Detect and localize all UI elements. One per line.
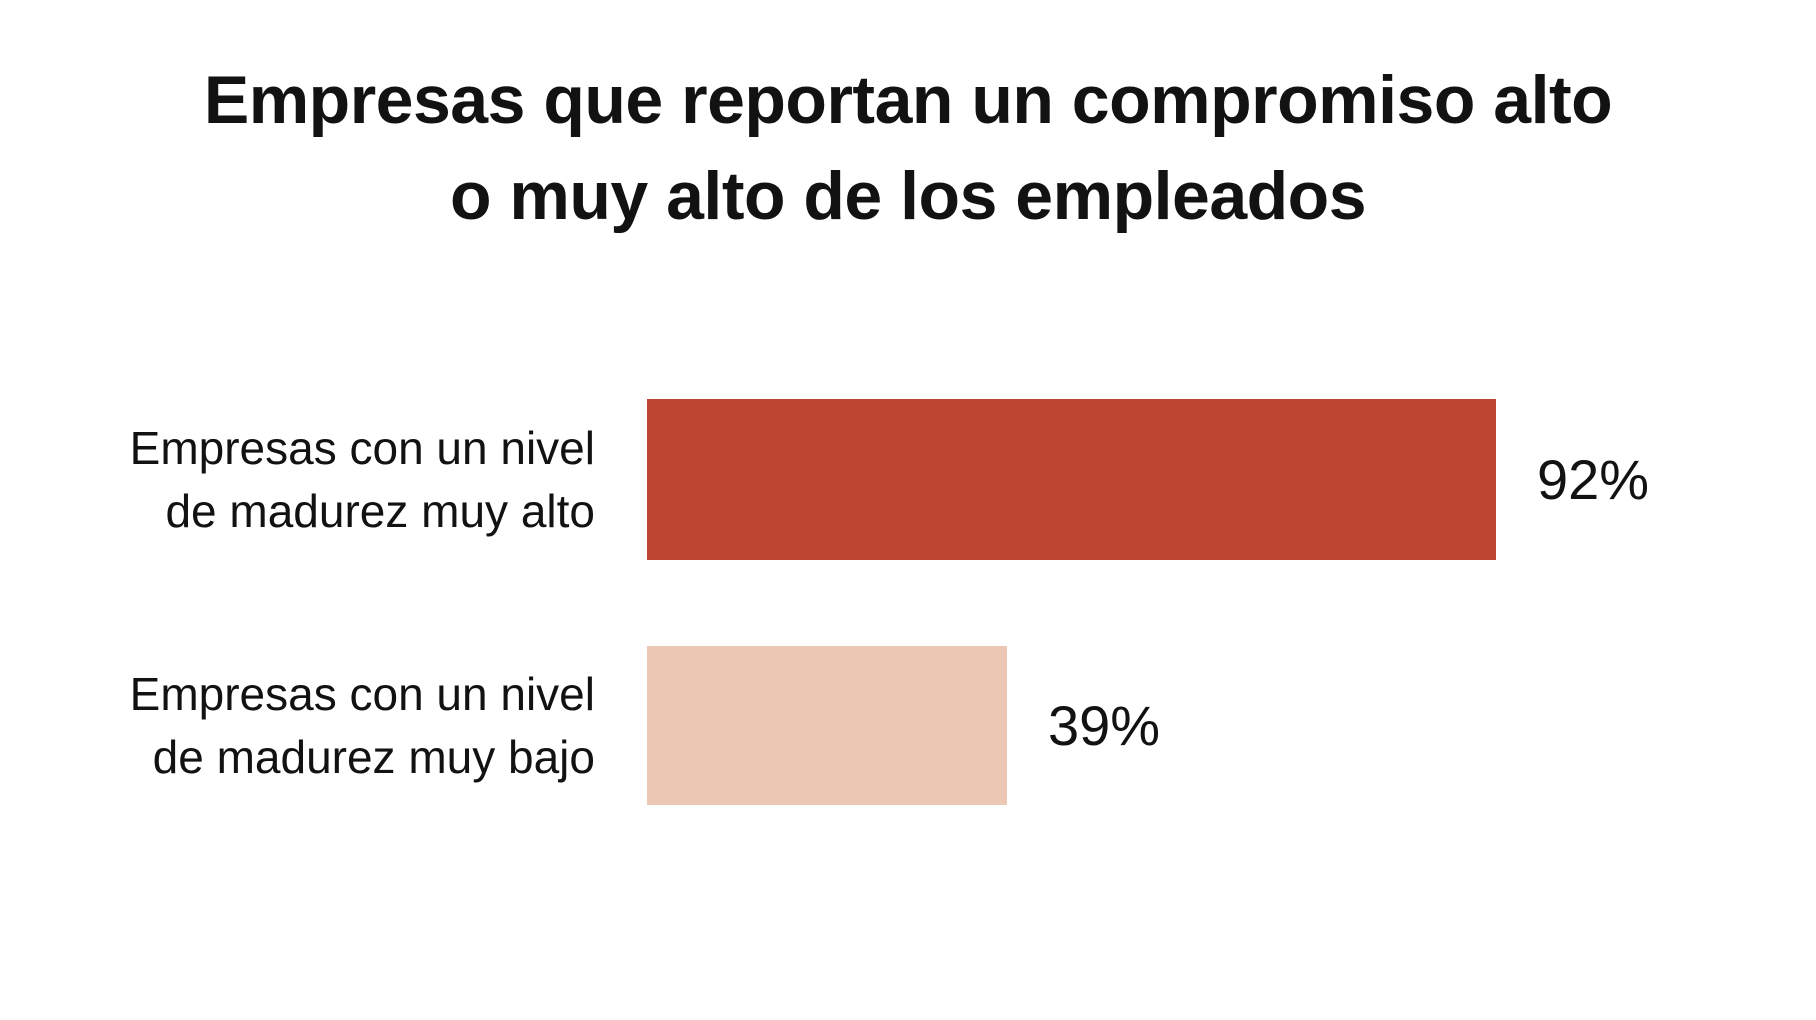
bar-value-label: 92%: [1537, 448, 1650, 511]
chart-title: Empresas que reportan un compromiso alto…: [0, 52, 1816, 244]
bar-high-maturity: [647, 399, 1496, 560]
chart-title-line-1: Empresas que reportan un compromiso alto: [203, 62, 1613, 138]
bar-row-low-maturity: Empresas con un nivel de madurez muy baj…: [0, 646, 1816, 805]
bar-category-label: Empresas con un nivel de madurez muy baj…: [129, 667, 595, 783]
chart-title-line-2: o muy alto de los empleados: [449, 158, 1367, 234]
bar-low-maturity: [647, 646, 1007, 805]
bar-row-high-maturity: Empresas con un nivel de madurez muy alt…: [0, 399, 1816, 560]
bar-category-label: Empresas con un nivel de madurez muy alt…: [129, 421, 595, 537]
bar-value-label: 39%: [1048, 694, 1161, 757]
